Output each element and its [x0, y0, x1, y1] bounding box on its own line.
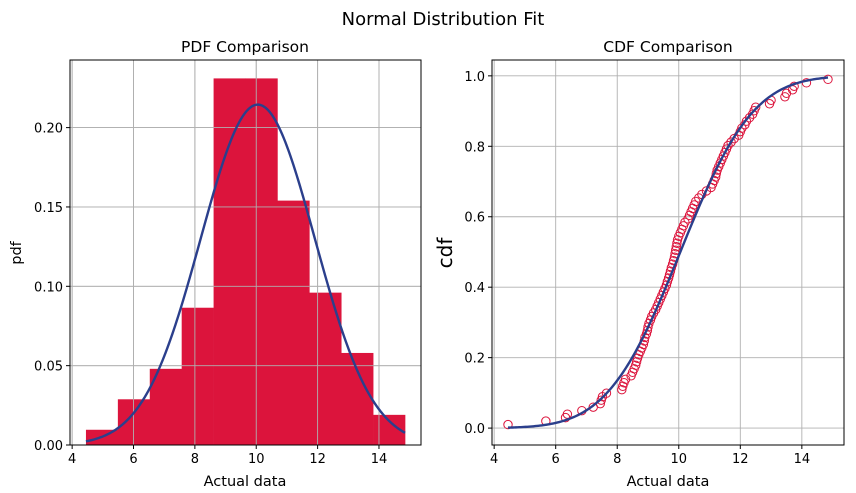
histogram-bar	[309, 292, 342, 445]
cdf-x-tick-label: 6	[552, 452, 560, 467]
empirical-cdf-point	[823, 74, 833, 85]
pdf-x-tick-label: 14	[371, 452, 388, 467]
cdf-y-axis-label: cdf	[433, 237, 457, 269]
empirical-cdf-point	[723, 140, 733, 151]
empirical-cdf-point	[631, 357, 642, 367]
cdf-axes-title: CDF Comparison	[603, 38, 732, 56]
cdf-axes-frame	[491, 59, 845, 446]
cdf-x-tick-label: 10	[670, 452, 687, 467]
cdf-y-tick-label: 1.0	[464, 70, 485, 85]
histogram-bar	[149, 368, 182, 445]
histogram-bar	[181, 307, 214, 445]
empirical-cdf-point	[690, 196, 701, 207]
empirical-cdf-point	[601, 388, 612, 398]
figure-title: Normal Distribution Fit	[342, 9, 545, 30]
empirical-cdf-point	[750, 102, 761, 112]
pdf-y-tick-label: 0.15	[34, 201, 63, 216]
pdf-x-tick-label: 4	[68, 452, 76, 467]
histogram-bar	[117, 399, 151, 445]
pdf-x-tick-label: 12	[309, 452, 326, 467]
empirical-cdf-point	[661, 280, 672, 290]
empirical-cdf-point	[617, 385, 627, 395]
empirical-cdf-point	[744, 113, 755, 123]
empirical-cdf-point	[620, 374, 631, 384]
cdf-x-tick-label: 8	[613, 452, 621, 467]
histogram-bar	[341, 352, 374, 445]
pdf-y-tick-label: 0.00	[34, 439, 63, 454]
empirical-cdf-point	[741, 116, 752, 126]
cdf-y-tick-label: 0.6	[464, 211, 485, 226]
histogram-bar	[213, 78, 246, 445]
pdf-x-tick-label: 10	[248, 452, 265, 467]
pdf-x-axis-label: Actual data	[204, 474, 287, 490]
histogram-bar	[277, 200, 310, 445]
cdf-x-axis-label: Actual data	[627, 474, 710, 490]
pdf-y-tick-label: 0.05	[34, 360, 63, 375]
cdf-y-tick-label: 0.4	[464, 281, 485, 296]
pdf-y-tick-label: 0.20	[34, 122, 63, 137]
cdf-y-tick-label: 0.2	[464, 352, 485, 367]
pdf-y-axis-label: pdf	[9, 240, 25, 264]
empirical-cdf-point	[680, 217, 690, 228]
normal-pdf-fit-line	[85, 103, 406, 443]
empirical-cdf-point	[630, 360, 641, 371]
pdf-y-tick-label: 0.10	[34, 280, 63, 295]
pdf-comparison-axes: PDF Comparison Actual data pdf 4 6 8 10 12 14…	[9, 38, 422, 490]
cdf-y-tick-label: 0.8	[464, 140, 485, 155]
pdf-axes-title: PDF Comparison	[181, 38, 309, 56]
pdf-x-tick-label: 6	[129, 452, 137, 467]
empirical-cdf-point	[671, 242, 682, 252]
cdf-y-tick-label: 0.0	[464, 422, 485, 437]
pdf-axes-frame	[69, 59, 422, 446]
pdf-x-tick-label: 8	[191, 452, 199, 467]
empirical-cdf-point	[503, 419, 513, 430]
cdf-x-tick-label: 14	[794, 452, 811, 467]
normal-cdf-fit-line	[507, 76, 829, 429]
empirical-cdf-point	[643, 322, 653, 332]
histogram-bar	[245, 78, 278, 445]
cdf-comparison-axes: CDF Comparison Actual data cdf 4 6 8 10 12 14…	[433, 38, 845, 490]
cdf-x-tick-label: 12	[732, 452, 749, 467]
empirical-cdf-point	[672, 238, 682, 248]
cdf-x-tick-label: 4	[490, 452, 498, 467]
empirical-cdf-point	[726, 137, 736, 147]
